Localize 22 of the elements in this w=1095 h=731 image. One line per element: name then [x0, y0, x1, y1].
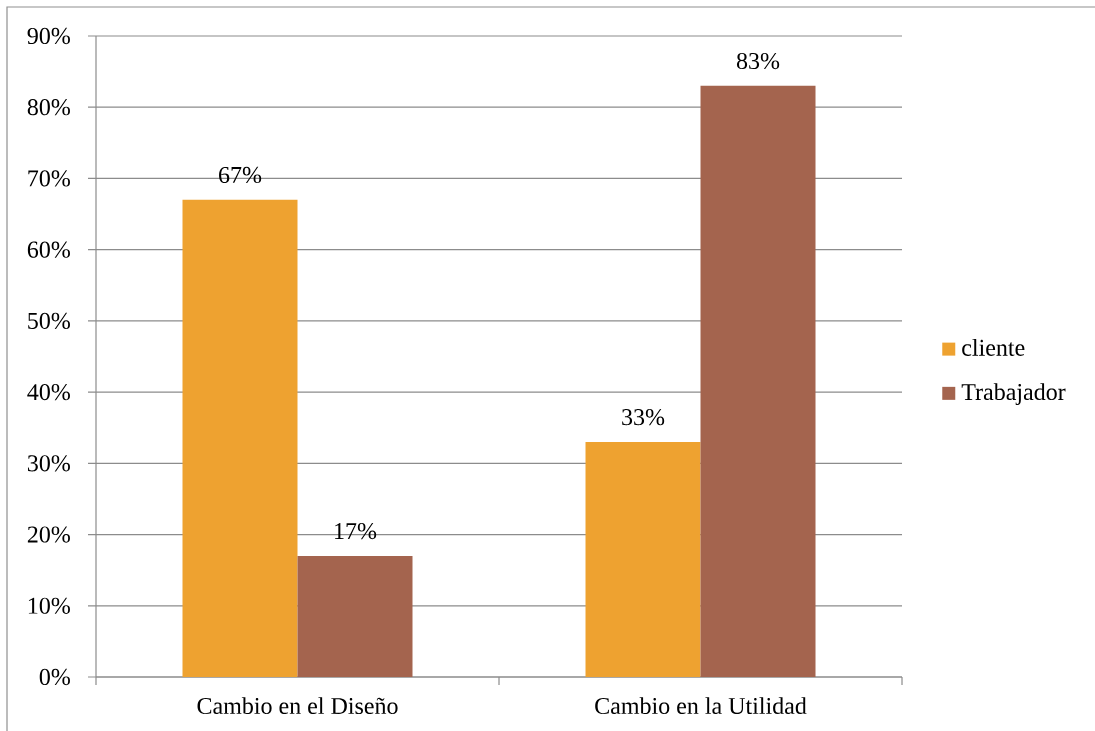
- data-label: 83%: [736, 52, 780, 70]
- bar: [182, 199, 298, 677]
- data-label: 33%: [622, 409, 665, 426]
- data-label: 67%: [219, 166, 262, 184]
- y-tick-label: 90%: [27, 27, 70, 45]
- y-tick-label: 10%: [28, 597, 70, 614]
- y-tick-label: 40%: [27, 383, 70, 401]
- bar: [585, 441, 701, 677]
- data-label: 17%: [335, 522, 377, 540]
- legend-label: cliente: [962, 338, 1025, 356]
- y-tick-label: 0%: [39, 668, 70, 686]
- y-tick-label: 60%: [27, 241, 70, 258]
- x-tick-label: Cambio en la Utilidad: [595, 697, 807, 715]
- y-tick-label: 80%: [27, 99, 70, 116]
- y-tick-label: 20%: [27, 526, 70, 543]
- x-tick-label: Cambio en el Diseño: [197, 697, 398, 715]
- legend-label: Trabajador: [961, 383, 1066, 405]
- y-tick-label: 70%: [28, 170, 70, 187]
- bar: [700, 85, 816, 677]
- y-tick-label: 50%: [28, 312, 70, 330]
- bar: [297, 555, 413, 677]
- y-tick-label: 30%: [27, 455, 70, 472]
